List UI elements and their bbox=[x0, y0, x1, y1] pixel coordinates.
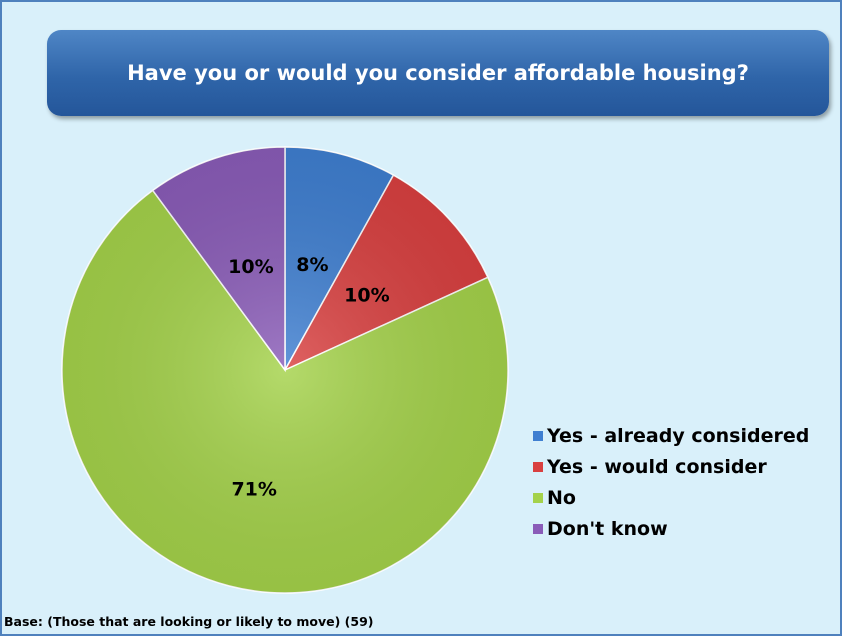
chart-title-banner: Have you or would you consider affordabl… bbox=[47, 30, 829, 116]
legend-item-already-considered: Yes - already considered bbox=[533, 420, 809, 451]
chart-title: Have you or would you consider affordabl… bbox=[127, 61, 749, 85]
chart-legend: Yes - already considered Yes - would con… bbox=[533, 420, 809, 544]
slice-label-would-consider: 10% bbox=[344, 284, 389, 306]
legend-swatch-dont-know bbox=[533, 523, 543, 534]
legend-label-would-consider: Yes - would consider bbox=[547, 455, 767, 478]
legend-item-would-consider: Yes - would consider bbox=[533, 451, 809, 482]
legend-swatch-no bbox=[533, 492, 543, 503]
legend-label-already-considered: Yes - already considered bbox=[547, 424, 810, 447]
legend-swatch-already-considered bbox=[533, 430, 543, 441]
slice-label-dont-know: 10% bbox=[228, 256, 273, 278]
base-footnote: Base: (Those that are looking or likely … bbox=[4, 614, 374, 629]
legend-item-dont-know: Don't know bbox=[533, 513, 809, 544]
slice-label-no: 71% bbox=[231, 479, 276, 501]
legend-item-no: No bbox=[533, 482, 809, 513]
legend-swatch-would-consider bbox=[533, 461, 543, 472]
slice-label-already-considered: 8% bbox=[296, 254, 328, 276]
legend-label-no: No bbox=[547, 486, 576, 509]
legend-label-dont-know: Don't know bbox=[547, 517, 668, 540]
